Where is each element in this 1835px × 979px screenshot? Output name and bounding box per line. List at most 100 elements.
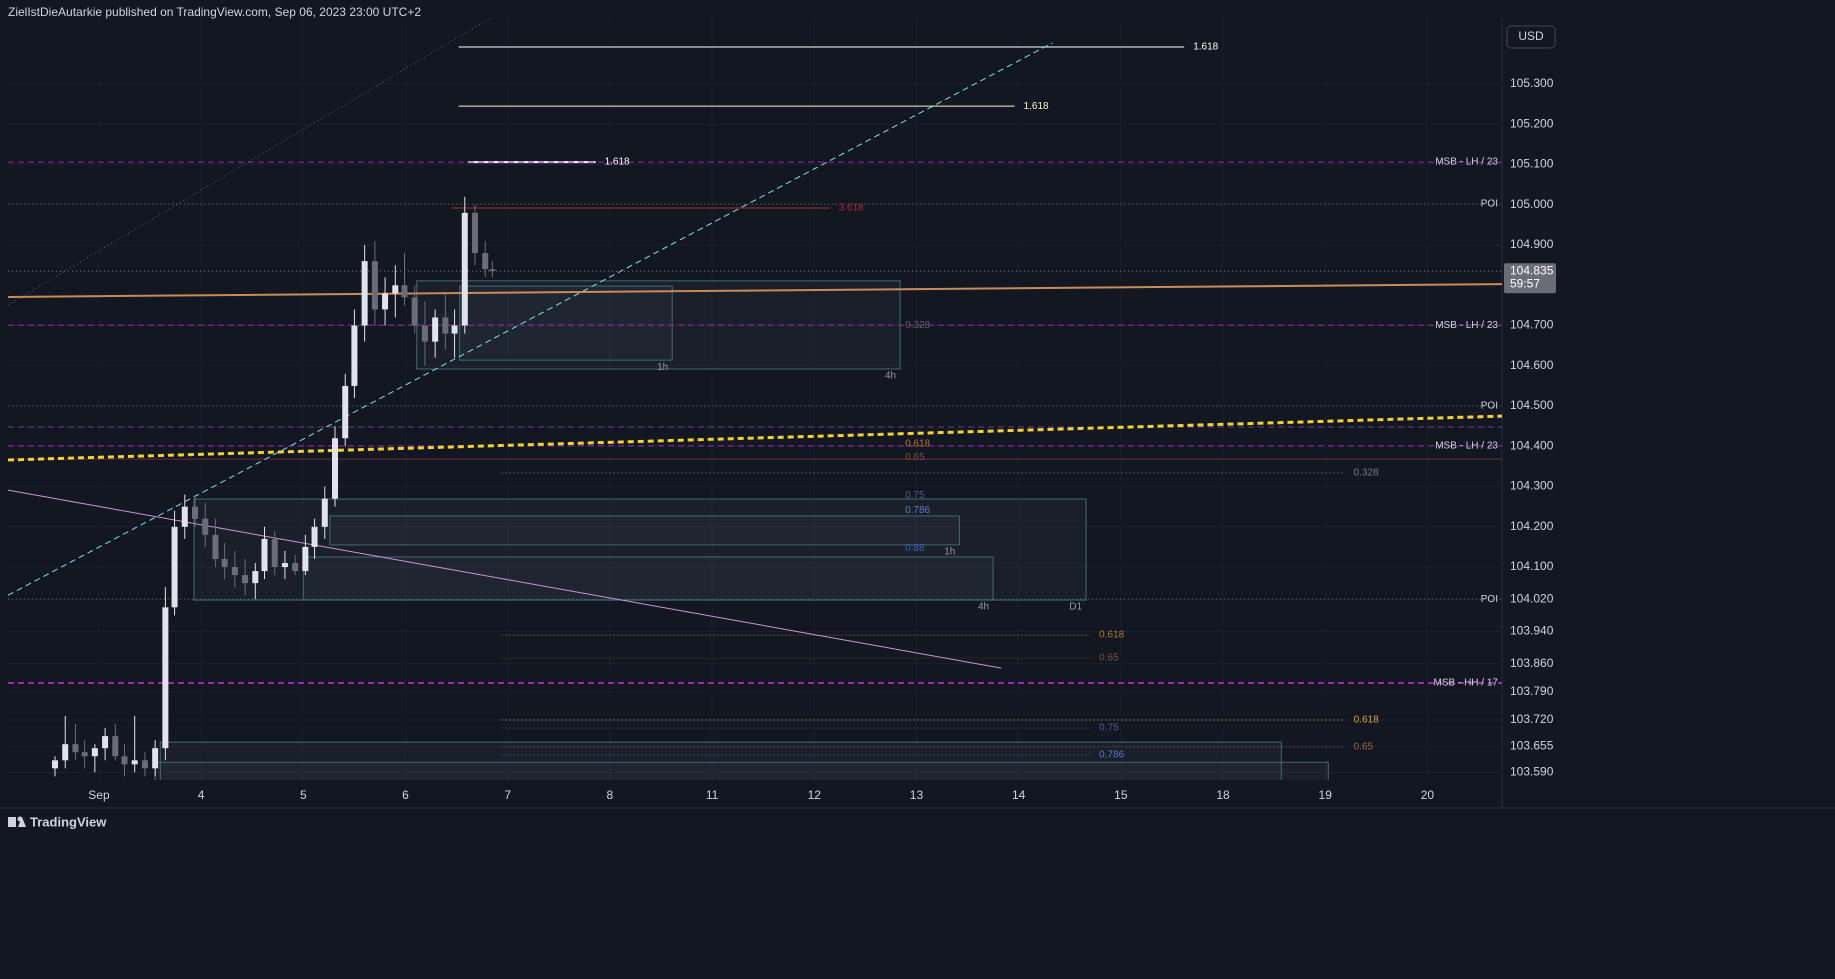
candle-body <box>472 212 479 254</box>
candle-body <box>451 325 458 334</box>
price-label: 104.835 <box>1510 263 1554 277</box>
candle-body <box>401 285 408 298</box>
candle-body <box>131 760 138 765</box>
candle-body <box>221 559 228 568</box>
header: ZielIstDieAutarkie published on TradingV… <box>8 5 421 19</box>
candle-body <box>171 526 178 608</box>
x-tick-label: 7 <box>504 788 511 802</box>
level-label: MSB - LH / 23 <box>1435 157 1498 168</box>
y-tick-label: 104.600 <box>1510 358 1554 372</box>
level-label: MSB - LH / 23 <box>1435 320 1498 331</box>
candle-body <box>489 269 496 272</box>
x-tick-label: 13 <box>910 788 924 802</box>
zone-box <box>329 515 960 546</box>
level-label: 0.618 <box>1354 715 1379 726</box>
y-tick-label: 103.790 <box>1510 684 1554 698</box>
candle-body <box>81 752 88 757</box>
candle-body <box>152 748 159 769</box>
candle-body <box>62 744 69 761</box>
level-label: 0.75 <box>1099 723 1119 734</box>
y-tick-label: 104.400 <box>1510 438 1554 452</box>
x-tick-label: 8 <box>607 788 614 802</box>
candle-body <box>371 261 378 310</box>
zone-box <box>302 556 994 601</box>
y-tick-label: 103.590 <box>1510 765 1554 779</box>
fib-label: 0.75 <box>905 490 925 501</box>
candle-body <box>281 563 288 568</box>
candle-body <box>392 285 399 294</box>
y-tick-label: 103.860 <box>1510 656 1554 670</box>
x-tick-label: 14 <box>1012 788 1026 802</box>
x-tick-label: 11 <box>706 788 719 802</box>
level-label: 0.65 <box>1354 742 1374 753</box>
y-tick-label: 104.500 <box>1510 398 1554 412</box>
y-tick-label: 105.300 <box>1510 76 1554 90</box>
trend-line <box>8 414 1502 462</box>
footer-brand: TradingView <box>30 814 107 829</box>
fib-label: 0.328 <box>905 320 930 331</box>
candle-body <box>411 297 418 326</box>
candle-body <box>141 760 148 769</box>
x-tick-label: 6 <box>402 788 409 802</box>
candle-body <box>231 567 238 576</box>
candle-body <box>242 575 249 584</box>
level-label: 1.618 <box>1024 101 1049 112</box>
level-label: 1.618 <box>605 157 630 168</box>
candle-body <box>52 760 59 769</box>
zone-label: 4h <box>978 602 989 613</box>
candle-body <box>321 498 328 527</box>
candle-body <box>342 385 349 439</box>
candle-body <box>351 325 358 386</box>
countdown-label: 59:57 <box>1510 276 1540 290</box>
currency-button[interactable] <box>1506 25 1556 49</box>
logo <box>8 816 26 827</box>
y-tick-label: 104.100 <box>1510 559 1554 573</box>
candle-body <box>292 563 299 572</box>
level-label: MSB - LH / 23 <box>1435 441 1498 452</box>
zone-label: D1 <box>1069 602 1082 613</box>
candle-body <box>421 325 428 342</box>
candle-body <box>192 506 199 519</box>
y-tick-label: 104.700 <box>1510 318 1554 332</box>
x-tick-label: Sep <box>88 788 110 802</box>
trend-line <box>8 489 1002 669</box>
candle-body <box>252 571 259 584</box>
candle-body <box>482 253 489 270</box>
candle-body <box>271 538 278 568</box>
candle-body <box>72 744 79 753</box>
level-label: POI <box>1481 594 1498 605</box>
x-tick-label: 20 <box>1421 788 1435 802</box>
candle-body <box>112 736 119 757</box>
y-tick-label: 104.300 <box>1510 479 1554 493</box>
y-tick-label: 104.020 <box>1510 591 1554 605</box>
x-tick-label: 12 <box>808 788 822 802</box>
level-label: 3.618 <box>839 203 864 214</box>
x-tick-label: 19 <box>1319 788 1333 802</box>
y-tick-label: 103.720 <box>1510 712 1554 726</box>
candle-body <box>212 534 219 560</box>
price-tag <box>1504 263 1556 294</box>
fib-label: 0.618 <box>905 439 930 450</box>
candle-body <box>91 748 98 757</box>
currency-label: USD <box>1518 29 1544 43</box>
zone-box <box>159 741 1282 780</box>
candle-body <box>382 293 389 310</box>
level-label: POI <box>1481 401 1498 412</box>
zone-box <box>459 285 673 361</box>
candle-body <box>302 546 309 572</box>
x-tick-label: 5 <box>300 788 307 802</box>
x-tick-label: 18 <box>1216 788 1230 802</box>
level-label: 1.618 <box>1193 42 1218 53</box>
candle-body <box>181 506 188 527</box>
fib-label: 0.65 <box>905 452 925 463</box>
fib-label: 0.786 <box>905 505 930 516</box>
y-tick-label: 105.200 <box>1510 116 1554 130</box>
x-tick-label: 15 <box>1114 788 1128 802</box>
level-label: 0.786 <box>1099 750 1124 761</box>
y-tick-label: 103.655 <box>1510 738 1554 752</box>
zone-label: 1h <box>944 547 955 558</box>
level-label: POI <box>1481 199 1498 210</box>
